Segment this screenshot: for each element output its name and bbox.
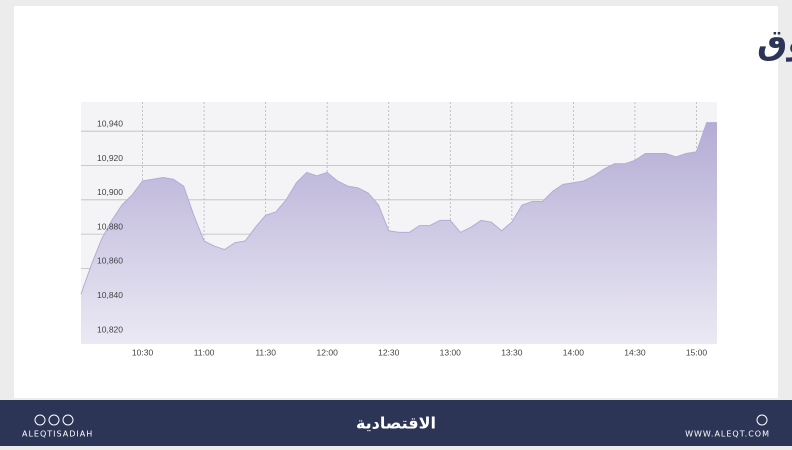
x-tick-label: 14:30 xyxy=(624,347,646,357)
area xyxy=(81,122,717,344)
y-tick-label: 10,880 xyxy=(97,221,123,231)
chart-title: مؤشر السوق xyxy=(757,23,792,63)
y-tick-label: 10,820 xyxy=(97,324,123,334)
footer-bar xyxy=(0,400,792,446)
x-tick-label: 11:00 xyxy=(194,347,215,357)
x-tick-label: 12:00 xyxy=(317,347,339,357)
footer-brand: الاقتصادية xyxy=(356,414,436,433)
web-icon xyxy=(756,414,768,426)
y-tick-label: 10,840 xyxy=(97,290,123,300)
social-icons xyxy=(34,414,74,426)
footer-handle: ALEQTISADIAH xyxy=(22,430,93,439)
y-tick-label: 10,860 xyxy=(97,256,123,266)
x-tick-label: 11:30 xyxy=(255,347,276,357)
footer-website: WWW.ALEQT.COM xyxy=(685,430,770,439)
x-tick-label: 13:00 xyxy=(440,347,462,357)
x-tick-label: 13:30 xyxy=(501,347,523,357)
line xyxy=(80,122,717,295)
x-tick-label: 15:00 xyxy=(686,347,708,357)
x-tick-label: 10:30 xyxy=(132,347,154,357)
y-tick-label: 10,920 xyxy=(97,153,123,163)
y-tick-label: 10,940 xyxy=(97,118,123,128)
x-tick-label: 12:30 xyxy=(378,347,400,357)
y-tick-label: 10,900 xyxy=(97,187,123,197)
x-tick-label: 14:00 xyxy=(563,347,585,357)
